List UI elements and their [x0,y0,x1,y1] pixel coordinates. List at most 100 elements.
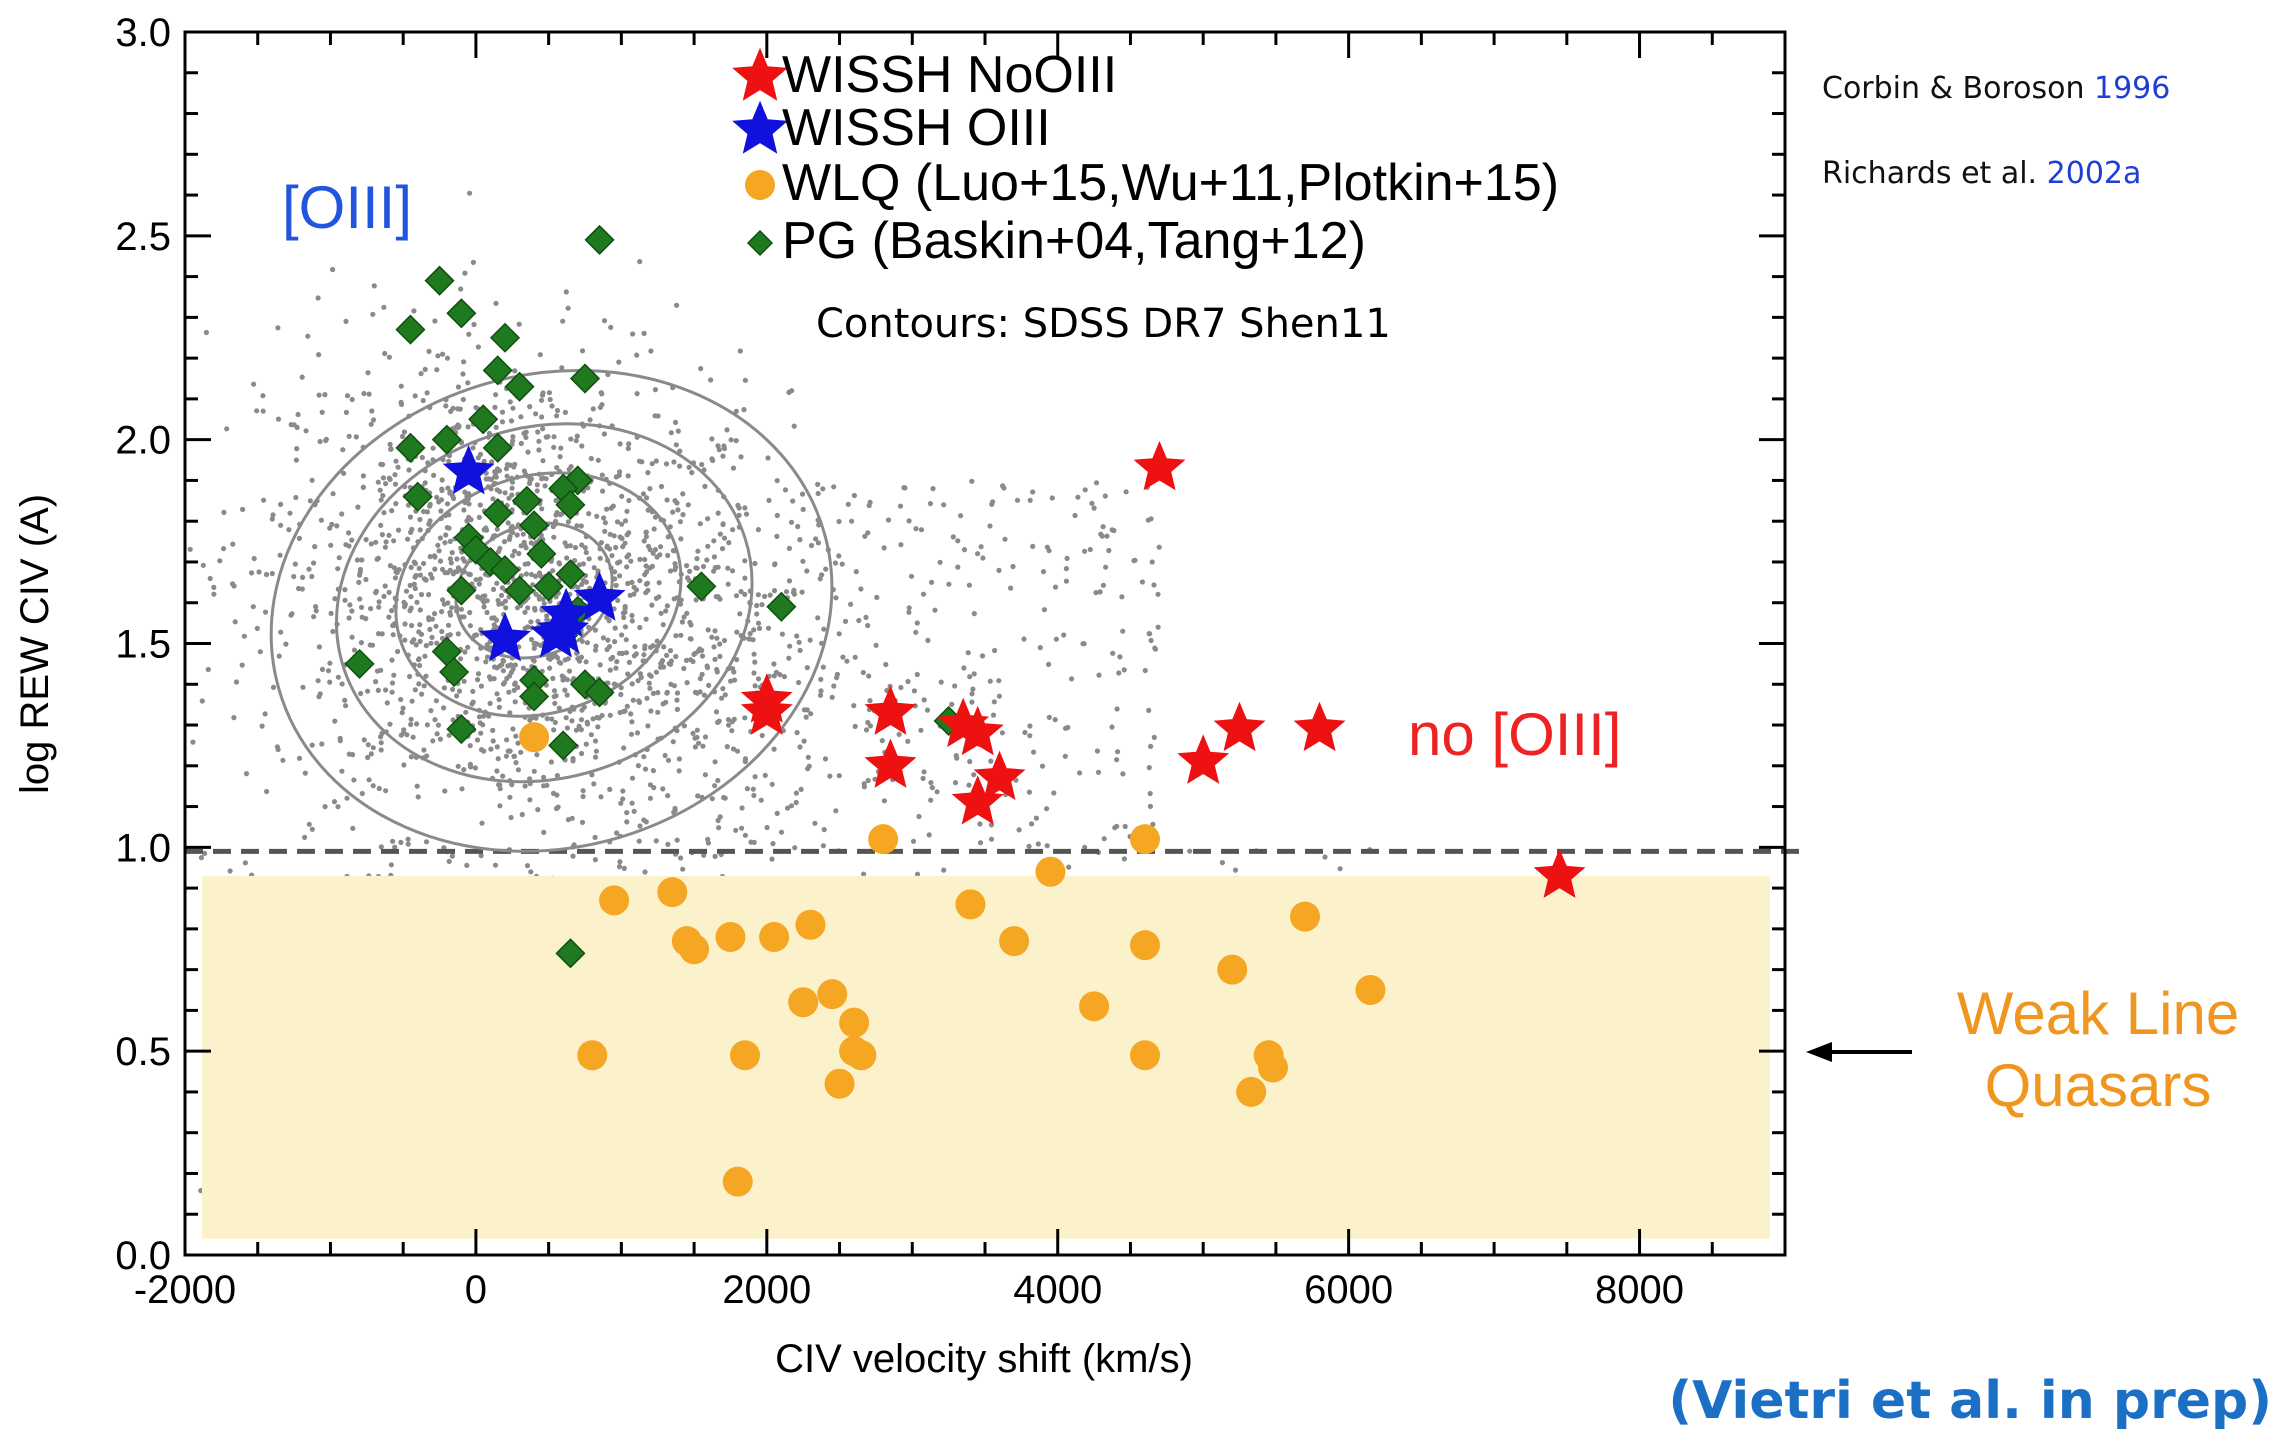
wlq-point [1035,856,1066,887]
sdss-point [704,557,710,563]
sdss-point [906,605,912,611]
sdss-point [339,768,345,774]
sdss-point [897,503,904,509]
sdss-point [670,739,676,745]
sdss-point [460,371,466,377]
sdss-point [592,857,599,863]
sdss-point [504,737,510,743]
sdss-point [325,668,332,674]
sdss-point [493,392,499,398]
sdss-point [509,492,515,498]
sdss-point [1115,749,1121,755]
sdss-point [343,409,349,415]
sdss-point [417,572,423,578]
sdss-point [344,393,351,399]
sdss-point [384,700,390,706]
sdss-point [598,794,604,800]
sdss-point [559,673,565,679]
sdss-point [280,757,286,763]
sdss-point [430,738,436,744]
sdss-point [728,678,734,684]
sdss-point [496,548,502,555]
sdss-point [605,680,611,686]
sdss-point [358,604,365,610]
sdss-point [363,537,369,543]
sdss-point [595,724,601,730]
sdss-point [552,653,558,659]
sdss-point [643,563,649,569]
sdss-point [462,489,468,495]
sdss-point [564,725,571,731]
sdss-point [354,557,360,563]
sdss-point [664,603,671,609]
sdss-point [470,445,476,451]
sdss-point [499,409,506,415]
wlq-point [999,926,1030,957]
sdss-point [405,836,411,842]
sdss-point [516,550,522,557]
sdss-point [593,748,600,754]
pg-point [482,497,513,529]
sdss-point [674,837,680,843]
sdss-point [619,632,625,638]
sdss-point [510,405,516,411]
y-tick-label: 2.5 [115,215,171,259]
wlq-point [1355,975,1386,1006]
sdss-point [477,576,483,582]
sdss-point [836,631,842,637]
sdss-point [599,472,605,478]
sdss-point [746,636,752,642]
sdss-point [691,651,697,658]
sdss-point [368,751,374,757]
sdss-point [881,545,887,551]
sdss-point [955,564,961,570]
sdss-point [1109,724,1115,730]
sdss-point [686,464,692,470]
sdss-point [528,540,534,546]
sdss-point [511,548,518,554]
sdss-point [926,832,932,838]
sdss-point [979,653,986,659]
sdss-point [459,786,465,792]
sdss-point [953,753,959,759]
sdss-point [742,377,749,383]
sdss-point [755,592,762,598]
sdss-point [407,582,413,589]
sdss-point [411,308,417,314]
sdss-point [470,259,476,265]
sdss-point [565,519,572,525]
sdss-point [1146,707,1152,714]
sdss-point [343,318,349,324]
sdss-point [534,488,540,494]
sdss-point [820,664,826,670]
wlq-point [788,987,819,1018]
sdss-point [361,737,367,743]
sdss-point [641,538,647,544]
weak-line-label-1: Weak Line [1957,980,2239,1047]
sdss-point [580,793,586,800]
sdss-point [535,429,541,435]
sdss-point [685,502,691,508]
sdss-point [415,794,421,800]
sdss-point [576,658,583,664]
sdss-point [417,638,423,645]
sdss-point [1120,628,1126,634]
sdss-point [928,797,934,803]
sdss-point [818,676,824,683]
sdss-point [692,735,698,741]
wlq-point [839,1007,870,1038]
sdss-point [624,810,630,816]
sdss-point [550,675,556,682]
sdss-point [787,643,793,649]
sdss-point [375,687,381,694]
sdss-point [689,470,695,476]
sdss-point [734,748,741,754]
sdss-point [552,700,558,706]
sdss-point [412,574,418,580]
sdss-point [739,825,745,831]
sdss-point [375,479,381,485]
sdss-point [541,829,547,836]
sdss-point [715,443,721,449]
sdss-point [398,696,404,703]
sdss-point [414,721,420,727]
